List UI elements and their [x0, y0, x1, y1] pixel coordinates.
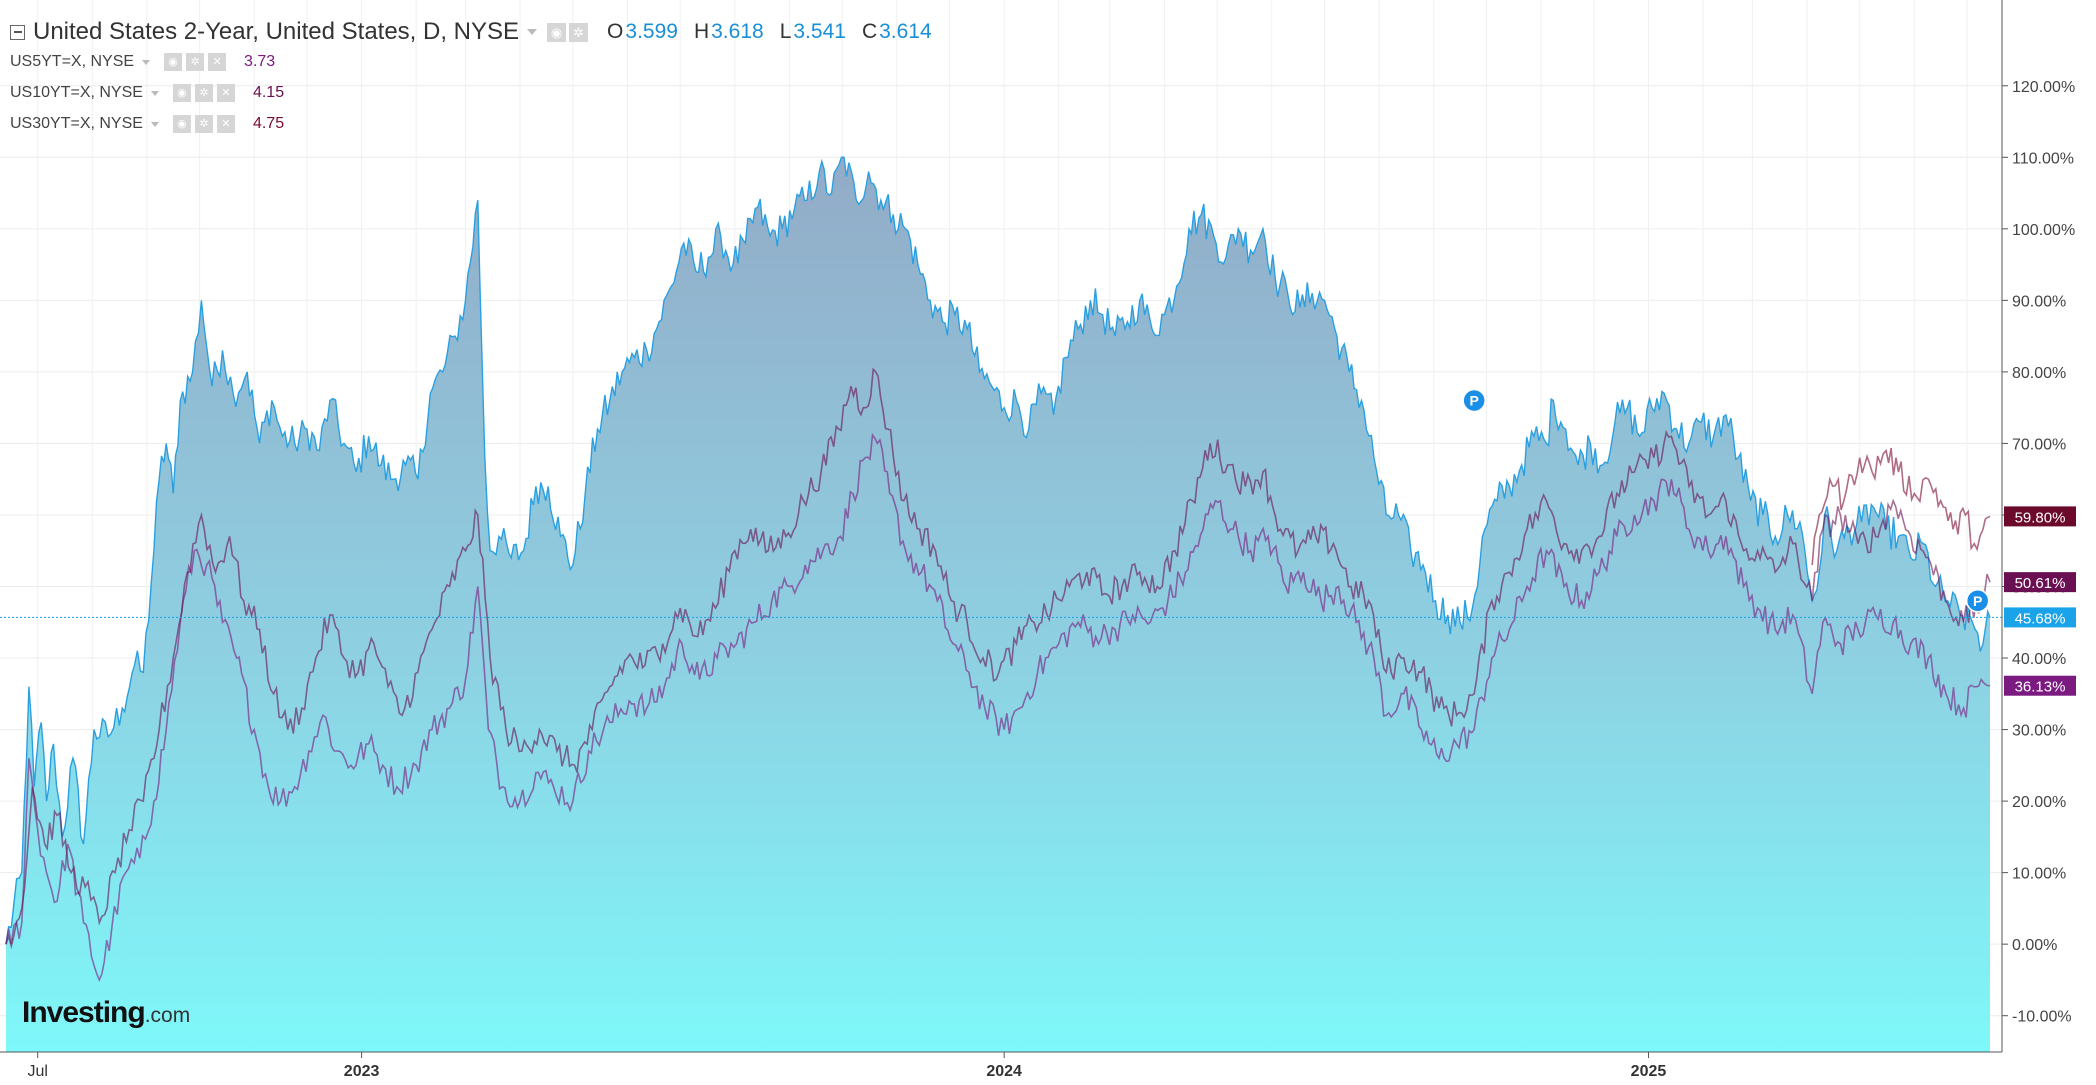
investing-logo: Investing.com: [22, 996, 191, 1029]
legend-panel: United States 2-Year, United States, D, …: [0, 0, 1000, 140]
y-tick-label: 110.00%: [2012, 150, 2074, 167]
eye-icon[interactable]: ◉: [172, 84, 191, 102]
ohlc-close: C3.614: [861, 20, 932, 43]
dropdown-caret-icon[interactable]: [142, 59, 151, 65]
price-label-bg: [2004, 572, 2076, 593]
pin-p-icon[interactable]: [1462, 388, 1486, 413]
markers[interactable]: PP: [1462, 388, 1990, 613]
pin-p-icon[interactable]: [1965, 589, 1990, 613]
price-label: 36.13%: [2015, 679, 2066, 696]
x-tick-label: 2023: [344, 1063, 380, 1080]
eye-icon[interactable]: ◉: [547, 22, 567, 42]
x-tick-label: 2024: [986, 1063, 1022, 1080]
y-tick-label: 0.00%: [2012, 937, 2057, 954]
comparison-value: 3.73: [244, 53, 276, 70]
pin-p-label: P: [1973, 593, 1982, 609]
gear-icon[interactable]: ✲: [194, 115, 213, 133]
comparison-row-us30y: US30YT=X, NYSE ◉ ✲ ✕ 4.75: [10, 111, 284, 137]
eye-icon[interactable]: ◉: [172, 115, 191, 133]
close-icon[interactable]: ✕: [216, 115, 235, 133]
y-tick-label: 10.00%: [2012, 866, 2066, 883]
ohlc-low: L3.541: [779, 20, 846, 43]
y-tick-label: 100.00%: [2012, 222, 2075, 239]
dropdown-caret-icon[interactable]: [150, 90, 159, 96]
price-label: 45.68%: [2015, 610, 2066, 627]
dropdown-caret-icon[interactable]: [527, 29, 538, 35]
y-tick-label: 30.00%: [2012, 723, 2066, 740]
series-line-us5yt: [5, 432, 1991, 982]
x-tick-label: Jul: [27, 1063, 47, 1080]
y-tick-label: 80.00%: [2012, 365, 2066, 382]
y-tick-label: 40.00%: [2012, 651, 2066, 668]
y-tick-label: 70.00%: [2012, 436, 2066, 453]
close-icon[interactable]: ✕: [208, 53, 227, 71]
line-series-layer: [0, 156, 2002, 982]
x-tick-label: 2025: [1631, 1063, 1667, 1080]
series-line-us2y: [5, 156, 1991, 945]
ohlc-open: O3.599: [607, 20, 678, 43]
comparison-name[interactable]: US10YT=X, NYSE: [10, 84, 143, 101]
comparison-name[interactable]: US30YT=X, NYSE: [10, 115, 143, 132]
comparison-value: 4.75: [252, 115, 285, 132]
price-label: 50.61%: [2015, 575, 2066, 592]
dropdown-caret-icon[interactable]: [150, 121, 159, 127]
price-label: 59.80%: [2015, 509, 2066, 526]
price-labels: 59.80% 50.61% 45.68% 36.13%: [2004, 506, 2076, 696]
area-series-layer: [6, 157, 1990, 1052]
collapse-icon[interactable]: [10, 24, 25, 40]
price-label-bg: [2004, 506, 2076, 527]
y-tick-label: 90.00%: [2012, 293, 2066, 310]
gear-icon[interactable]: ✲: [569, 22, 589, 42]
main-legend-row: United States 2-Year, United States, D, …: [10, 16, 932, 48]
price-label-bg: [2004, 607, 2076, 628]
y-tick-label: 20.00%: [2012, 794, 2066, 811]
comparison-row-us10y: US10YT=X, NYSE ◉ ✲ ✕ 4.15: [10, 80, 284, 106]
series-line-us30yt: [1811, 447, 1991, 566]
ohlc-high: H3.618: [693, 20, 764, 43]
gear-icon[interactable]: ✲: [186, 53, 205, 71]
main-series-title[interactable]: United States 2-Year, United States, D, …: [33, 18, 520, 45]
price-label-bg: [2004, 675, 2076, 696]
comparison-value: 4.15: [252, 84, 285, 101]
series-line-us10yt: [5, 367, 1991, 950]
close-icon[interactable]: ✕: [216, 84, 235, 102]
eye-icon[interactable]: ◉: [164, 53, 183, 71]
y-tick-label: 120.00%: [2012, 79, 2075, 96]
comparison-row-us5y: US5YT=X, NYSE ◉ ✲ ✕ 3.73: [10, 49, 275, 75]
comparison-name[interactable]: US5YT=X, NYSE: [10, 53, 135, 70]
y-tick-label: -10.00%: [2012, 1009, 2072, 1026]
area-fill-us2y: [6, 157, 1990, 1052]
gear-icon[interactable]: ✲: [194, 84, 213, 102]
pin-p-label: P: [1470, 393, 1479, 409]
